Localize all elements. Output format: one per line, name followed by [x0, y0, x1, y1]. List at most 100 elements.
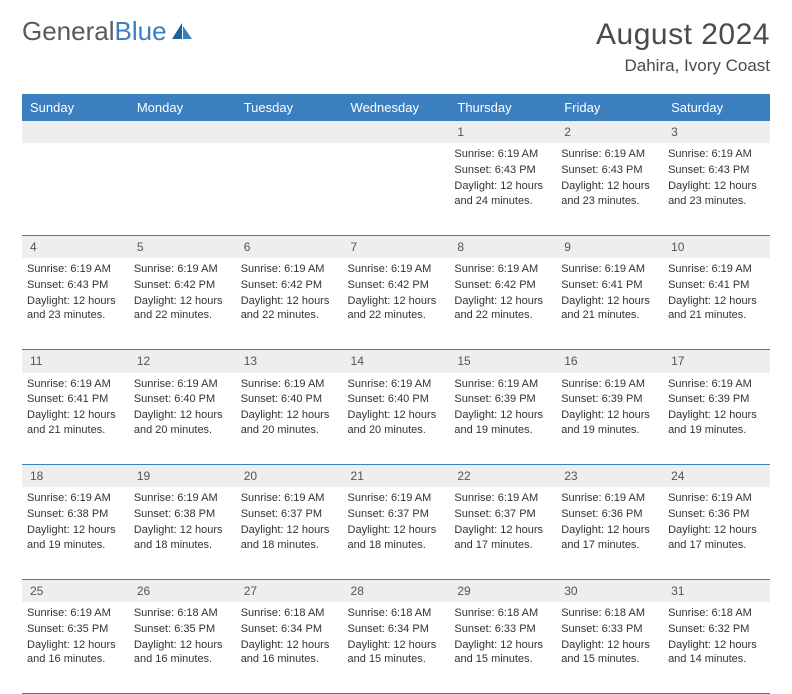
- day-number-cell: 21: [343, 465, 450, 488]
- sunrise-line: Sunrise: 6:19 AM: [454, 262, 551, 277]
- sunset-line: Sunset: 6:42 PM: [348, 278, 445, 293]
- day-number-cell: 1: [449, 121, 556, 143]
- day-number-cell: 23: [556, 465, 663, 488]
- sunset-line: Sunset: 6:33 PM: [561, 622, 658, 637]
- sunrise-line: Sunrise: 6:19 AM: [454, 491, 551, 506]
- day-number-cell: 11: [22, 350, 129, 373]
- sunset-line: Sunset: 6:36 PM: [668, 507, 765, 522]
- daylight-line: Daylight: 12 hours and 19 minutes.: [561, 408, 658, 438]
- sunrise-line: Sunrise: 6:18 AM: [668, 606, 765, 621]
- day-detail-row: Sunrise: 6:19 AMSunset: 6:41 PMDaylight:…: [22, 373, 770, 465]
- sunset-line: Sunset: 6:34 PM: [241, 622, 338, 637]
- day-detail-cell: Sunrise: 6:19 AMSunset: 6:37 PMDaylight:…: [343, 487, 450, 579]
- daylight-line: Daylight: 12 hours and 14 minutes.: [668, 638, 765, 668]
- daylight-line: Daylight: 12 hours and 19 minutes.: [454, 408, 551, 438]
- sunset-line: Sunset: 6:40 PM: [134, 392, 231, 407]
- calendar-header: SundayMondayTuesdayWednesdayThursdayFrid…: [22, 94, 770, 121]
- daylight-line: Daylight: 12 hours and 17 minutes.: [668, 523, 765, 553]
- daylight-line: Daylight: 12 hours and 20 minutes.: [241, 408, 338, 438]
- weekday-header: Tuesday: [236, 94, 343, 121]
- day-detail-cell: Sunrise: 6:18 AMSunset: 6:34 PMDaylight:…: [236, 602, 343, 694]
- day-number-row: 11121314151617: [22, 350, 770, 373]
- day-number-row: 45678910: [22, 235, 770, 258]
- sunrise-line: Sunrise: 6:18 AM: [134, 606, 231, 621]
- sunrise-line: Sunrise: 6:18 AM: [454, 606, 551, 621]
- day-detail-cell: Sunrise: 6:19 AMSunset: 6:36 PMDaylight:…: [663, 487, 770, 579]
- sunset-line: Sunset: 6:43 PM: [27, 278, 124, 293]
- sunrise-line: Sunrise: 6:19 AM: [241, 262, 338, 277]
- day-detail-cell: Sunrise: 6:19 AMSunset: 6:42 PMDaylight:…: [129, 258, 236, 350]
- weekday-header: Thursday: [449, 94, 556, 121]
- day-number-cell: 5: [129, 235, 236, 258]
- day-detail-cell: Sunrise: 6:19 AMSunset: 6:40 PMDaylight:…: [129, 373, 236, 465]
- weekday-header: Saturday: [663, 94, 770, 121]
- sunset-line: Sunset: 6:37 PM: [348, 507, 445, 522]
- daylight-line: Daylight: 12 hours and 23 minutes.: [561, 179, 658, 209]
- day-detail-cell: Sunrise: 6:19 AMSunset: 6:43 PMDaylight:…: [449, 143, 556, 235]
- day-number-cell: 27: [236, 579, 343, 602]
- weekday-header: Wednesday: [343, 94, 450, 121]
- daylight-line: Daylight: 12 hours and 22 minutes.: [454, 294, 551, 324]
- sunset-line: Sunset: 6:40 PM: [241, 392, 338, 407]
- day-number-cell: 25: [22, 579, 129, 602]
- title-block: August 2024 Dahira, Ivory Coast: [596, 18, 770, 76]
- day-number-cell: 12: [129, 350, 236, 373]
- day-detail-cell: Sunrise: 6:18 AMSunset: 6:33 PMDaylight:…: [449, 602, 556, 694]
- day-detail-cell: [129, 143, 236, 235]
- day-detail-cell: Sunrise: 6:19 AMSunset: 6:42 PMDaylight:…: [343, 258, 450, 350]
- sunset-line: Sunset: 6:37 PM: [241, 507, 338, 522]
- daylight-line: Daylight: 12 hours and 21 minutes.: [27, 408, 124, 438]
- sunset-line: Sunset: 6:35 PM: [134, 622, 231, 637]
- day-number-row: 25262728293031: [22, 579, 770, 602]
- day-number-cell: 26: [129, 579, 236, 602]
- day-number-cell: 8: [449, 235, 556, 258]
- sunset-line: Sunset: 6:43 PM: [454, 163, 551, 178]
- daylight-line: Daylight: 12 hours and 21 minutes.: [668, 294, 765, 324]
- daylight-line: Daylight: 12 hours and 18 minutes.: [348, 523, 445, 553]
- sunset-line: Sunset: 6:42 PM: [454, 278, 551, 293]
- day-detail-cell: Sunrise: 6:19 AMSunset: 6:37 PMDaylight:…: [236, 487, 343, 579]
- daylight-line: Daylight: 12 hours and 19 minutes.: [668, 408, 765, 438]
- day-detail-cell: Sunrise: 6:19 AMSunset: 6:37 PMDaylight:…: [449, 487, 556, 579]
- daylight-line: Daylight: 12 hours and 22 minutes.: [134, 294, 231, 324]
- day-number-cell: 3: [663, 121, 770, 143]
- daylight-line: Daylight: 12 hours and 23 minutes.: [668, 179, 765, 209]
- day-detail-cell: Sunrise: 6:19 AMSunset: 6:41 PMDaylight:…: [663, 258, 770, 350]
- day-number-cell: 30: [556, 579, 663, 602]
- sunrise-line: Sunrise: 6:18 AM: [241, 606, 338, 621]
- day-number-cell: 15: [449, 350, 556, 373]
- sunset-line: Sunset: 6:35 PM: [27, 622, 124, 637]
- logo-text-blue: Blue: [115, 18, 167, 44]
- sunrise-line: Sunrise: 6:19 AM: [241, 377, 338, 392]
- day-detail-cell: [22, 143, 129, 235]
- sunset-line: Sunset: 6:36 PM: [561, 507, 658, 522]
- sunrise-line: Sunrise: 6:19 AM: [668, 491, 765, 506]
- sunrise-line: Sunrise: 6:19 AM: [348, 377, 445, 392]
- daylight-line: Daylight: 12 hours and 17 minutes.: [454, 523, 551, 553]
- day-number-cell: 16: [556, 350, 663, 373]
- day-number-row: 18192021222324: [22, 465, 770, 488]
- day-detail-cell: Sunrise: 6:19 AMSunset: 6:40 PMDaylight:…: [236, 373, 343, 465]
- daylight-line: Daylight: 12 hours and 15 minutes.: [454, 638, 551, 668]
- day-detail-cell: Sunrise: 6:19 AMSunset: 6:43 PMDaylight:…: [22, 258, 129, 350]
- daylight-line: Daylight: 12 hours and 15 minutes.: [348, 638, 445, 668]
- day-number-cell: 18: [22, 465, 129, 488]
- calendar-body: 123Sunrise: 6:19 AMSunset: 6:43 PMDaylig…: [22, 121, 770, 694]
- daylight-line: Daylight: 12 hours and 16 minutes.: [241, 638, 338, 668]
- calendar-page: GeneralBlue August 2024 Dahira, Ivory Co…: [0, 0, 792, 694]
- day-detail-cell: Sunrise: 6:18 AMSunset: 6:32 PMDaylight:…: [663, 602, 770, 694]
- day-detail-row: Sunrise: 6:19 AMSunset: 6:38 PMDaylight:…: [22, 487, 770, 579]
- calendar-table: SundayMondayTuesdayWednesdayThursdayFrid…: [22, 94, 770, 694]
- day-number-cell: 17: [663, 350, 770, 373]
- day-detail-row: Sunrise: 6:19 AMSunset: 6:43 PMDaylight:…: [22, 143, 770, 235]
- sunrise-line: Sunrise: 6:19 AM: [348, 262, 445, 277]
- day-detail-cell: Sunrise: 6:19 AMSunset: 6:41 PMDaylight:…: [22, 373, 129, 465]
- sunset-line: Sunset: 6:39 PM: [454, 392, 551, 407]
- day-number-cell: 29: [449, 579, 556, 602]
- sunset-line: Sunset: 6:43 PM: [668, 163, 765, 178]
- sunset-line: Sunset: 6:41 PM: [668, 278, 765, 293]
- sunset-line: Sunset: 6:39 PM: [561, 392, 658, 407]
- sunrise-line: Sunrise: 6:19 AM: [561, 147, 658, 162]
- day-detail-cell: Sunrise: 6:19 AMSunset: 6:38 PMDaylight:…: [129, 487, 236, 579]
- day-detail-row: Sunrise: 6:19 AM Sunset: 6:43 PM Daylight:…: [22, 258, 770, 350]
